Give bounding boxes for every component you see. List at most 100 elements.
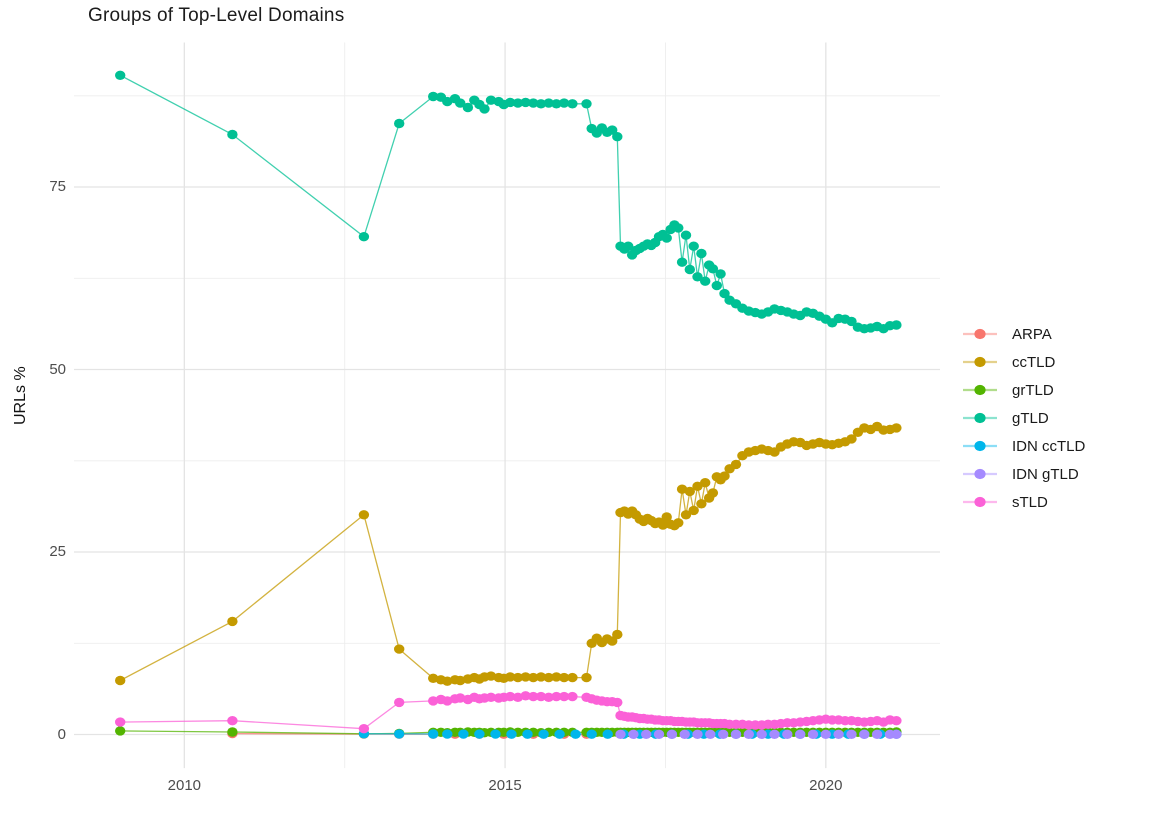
data-point	[641, 729, 652, 739]
data-point	[730, 459, 742, 470]
data-point	[743, 729, 754, 739]
legend-key-dot	[974, 440, 986, 452]
data-point	[707, 264, 719, 274]
data-point	[520, 97, 531, 108]
x-tick-label: 2015	[488, 777, 522, 794]
legend-item-idn-gtld: IDN gTLD	[962, 465, 1085, 483]
data-point	[581, 99, 592, 109]
legend-key-icon	[963, 384, 997, 396]
data-point	[891, 423, 902, 433]
data-point	[688, 505, 699, 516]
data-point	[623, 241, 634, 251]
legend-label: ccTLD	[1012, 353, 1056, 371]
data-point	[756, 729, 767, 739]
data-point	[115, 675, 126, 686]
data-point	[673, 223, 684, 233]
data-point	[394, 644, 405, 654]
legend-key-icon	[963, 440, 997, 452]
data-point	[551, 99, 562, 109]
data-point	[485, 95, 497, 105]
legend-key-icon	[963, 412, 997, 424]
series-points-IDN-gTLD	[615, 729, 902, 739]
data-point	[505, 691, 516, 702]
data-point	[227, 727, 238, 737]
legend-label: IDN gTLD	[1012, 465, 1079, 483]
data-point	[719, 471, 730, 481]
data-point	[227, 129, 238, 140]
data-point	[358, 510, 370, 520]
data-point	[455, 98, 466, 108]
data-point	[607, 636, 618, 646]
data-point	[512, 98, 524, 108]
data-point	[535, 672, 547, 682]
data-point	[679, 729, 690, 739]
data-point	[612, 132, 623, 142]
legend-label: IDN ccTLD	[1012, 437, 1086, 455]
data-point	[612, 697, 623, 708]
data-point	[428, 729, 439, 739]
legend-item-arpa: ARPA	[962, 325, 1085, 343]
data-point	[394, 729, 405, 739]
data-point	[490, 729, 501, 739]
legend-key-icon	[963, 328, 997, 340]
data-point	[891, 729, 902, 739]
data-point	[512, 672, 524, 683]
data-point	[428, 91, 439, 102]
data-point	[543, 692, 554, 702]
data-point	[684, 264, 695, 275]
data-point	[673, 518, 684, 528]
data-point	[551, 672, 562, 682]
data-point	[558, 672, 570, 683]
data-point	[688, 241, 699, 251]
data-point	[528, 691, 539, 702]
data-point	[458, 729, 469, 739]
data-point	[833, 729, 844, 739]
data-point	[730, 729, 742, 739]
data-point	[653, 729, 665, 739]
legend-item-cctld: ccTLD	[962, 353, 1085, 371]
legend-item-stld: sTLD	[962, 493, 1085, 511]
data-point	[615, 729, 626, 739]
data-point	[535, 99, 547, 109]
legend-key-icon	[963, 496, 997, 508]
legend-label: grTLD	[1012, 381, 1054, 399]
data-point	[543, 672, 554, 683]
data-point	[661, 233, 672, 243]
data-point	[442, 676, 453, 686]
legend-key-dot	[974, 468, 986, 480]
data-point	[506, 729, 517, 739]
series-line-gTLD	[119, 74, 897, 330]
legend-key-dot	[974, 412, 986, 424]
legend-item-gtld: gTLD	[962, 409, 1085, 427]
data-point	[676, 257, 688, 267]
data-point	[538, 729, 549, 739]
data-point	[666, 729, 678, 739]
data-point	[820, 729, 831, 739]
y-tick-label: 75	[49, 178, 66, 196]
data-point	[607, 125, 618, 135]
data-point	[846, 316, 857, 327]
data-point	[535, 691, 547, 702]
legend-key-dot	[974, 384, 986, 396]
y-tick-label: 0	[57, 725, 66, 743]
legend-key-dot	[974, 496, 986, 508]
data-point	[795, 729, 806, 739]
legend-key-icon	[963, 468, 997, 480]
y-tick-label: 50	[49, 360, 66, 378]
data-point	[543, 98, 554, 108]
series-points-sTLD	[115, 691, 902, 734]
data-point	[570, 729, 581, 739]
data-point	[711, 280, 722, 291]
data-point	[474, 729, 485, 739]
data-point	[115, 726, 126, 736]
data-point	[602, 729, 613, 739]
legend-key-dot	[974, 356, 986, 368]
data-point	[696, 248, 707, 259]
x-tick-label: 2010	[167, 777, 202, 794]
data-point	[115, 70, 126, 81]
data-point	[581, 672, 592, 683]
chart-title: Groups of Top-Level Domains	[88, 5, 345, 26]
data-point	[692, 272, 703, 282]
